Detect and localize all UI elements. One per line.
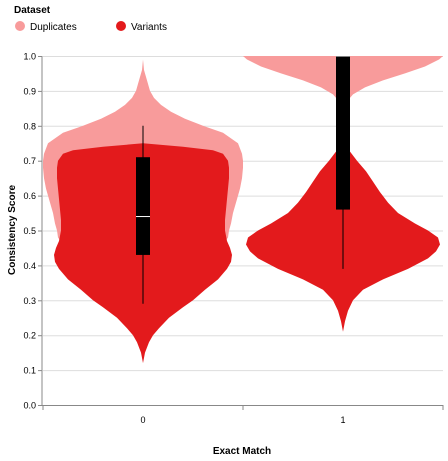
y-tick-label: 0.5 [23,226,36,236]
y-tick-label: 0.7 [23,156,36,166]
legend-title: Dataset [14,5,51,16]
x-tick-label: 0 [140,415,145,425]
y-tick-label: 1.0 [23,52,36,62]
box-plots [136,55,350,304]
legend-label-variants: Variants [131,22,167,33]
violins [43,56,443,364]
y-tick-label: 0.3 [23,296,36,306]
box-iqr-1 [336,56,350,210]
legend-swatch-duplicates[interactable] [15,21,25,31]
y-tick-label: 0.9 [23,86,36,96]
y-tick-label: 0.4 [23,261,36,271]
x-tick-label: 1 [340,415,345,425]
legend-swatch-variants[interactable] [116,21,126,31]
y-axis: 0.0 0.1 0.2 0.3 0.4 0.5 0.6 0.7 0.8 0.9 1.0 [23,52,43,411]
legend: Dataset Duplicates Variants [14,5,167,33]
x-axis-title: Exact Match [213,446,271,457]
y-tick-label: 0.2 [23,331,36,341]
legend-label-duplicates: Duplicates [30,22,77,33]
y-axis-title: Consistency Score [7,185,18,275]
y-tick-label: 0.8 [23,121,36,131]
y-tick-label: 0.6 [23,191,36,201]
box-iqr-0 [136,157,150,255]
y-tick-label: 0.0 [23,401,36,411]
y-tick-label: 0.1 [23,366,36,376]
